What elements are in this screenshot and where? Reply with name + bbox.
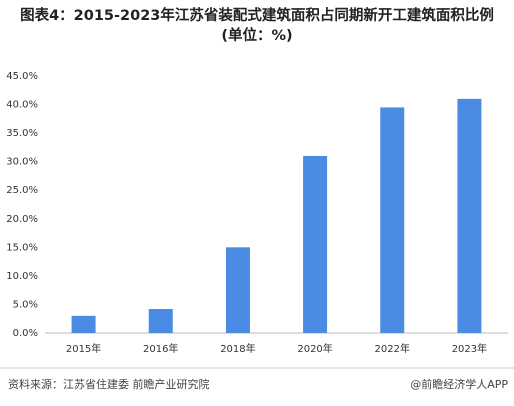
y-tick-label: 30.0% (6, 157, 38, 168)
bar (225, 247, 250, 333)
x-tick-label: 2022年 (375, 342, 410, 355)
credit: @前瞻经济学人APP (410, 377, 508, 391)
x-tick-label: 2020年 (297, 342, 332, 355)
x-tick-label: 2015年 (66, 342, 101, 355)
y-tick-label: 15.0% (6, 242, 38, 253)
bar (71, 315, 96, 333)
y-tick-label: 20.0% (6, 214, 38, 225)
x-tick-label: 2023年 (452, 342, 487, 355)
y-tick-label: 40.0% (6, 100, 38, 111)
bar (380, 107, 405, 334)
y-tick-label: 35.0% (6, 128, 38, 139)
x-tick-label: 2018年 (220, 342, 255, 355)
bar (303, 155, 328, 333)
x-tick-label: 2016年 (143, 342, 178, 355)
bar (457, 98, 482, 333)
y-tick-label: 10.0% (6, 271, 38, 282)
y-tick-label: 45.0% (6, 71, 38, 82)
bar (148, 309, 173, 333)
y-tick-label: 0.0% (13, 328, 38, 339)
y-tick-label: 25.0% (6, 185, 38, 196)
y-tick-label: 5.0% (13, 299, 38, 310)
chart-title: 图表4：2015-2023年江苏省装配式建筑面积占同期新开工建筑面积比例(单位：… (20, 8, 494, 44)
source: 资料来源：江苏省住建委 前瞻产业研究院 (8, 377, 210, 391)
